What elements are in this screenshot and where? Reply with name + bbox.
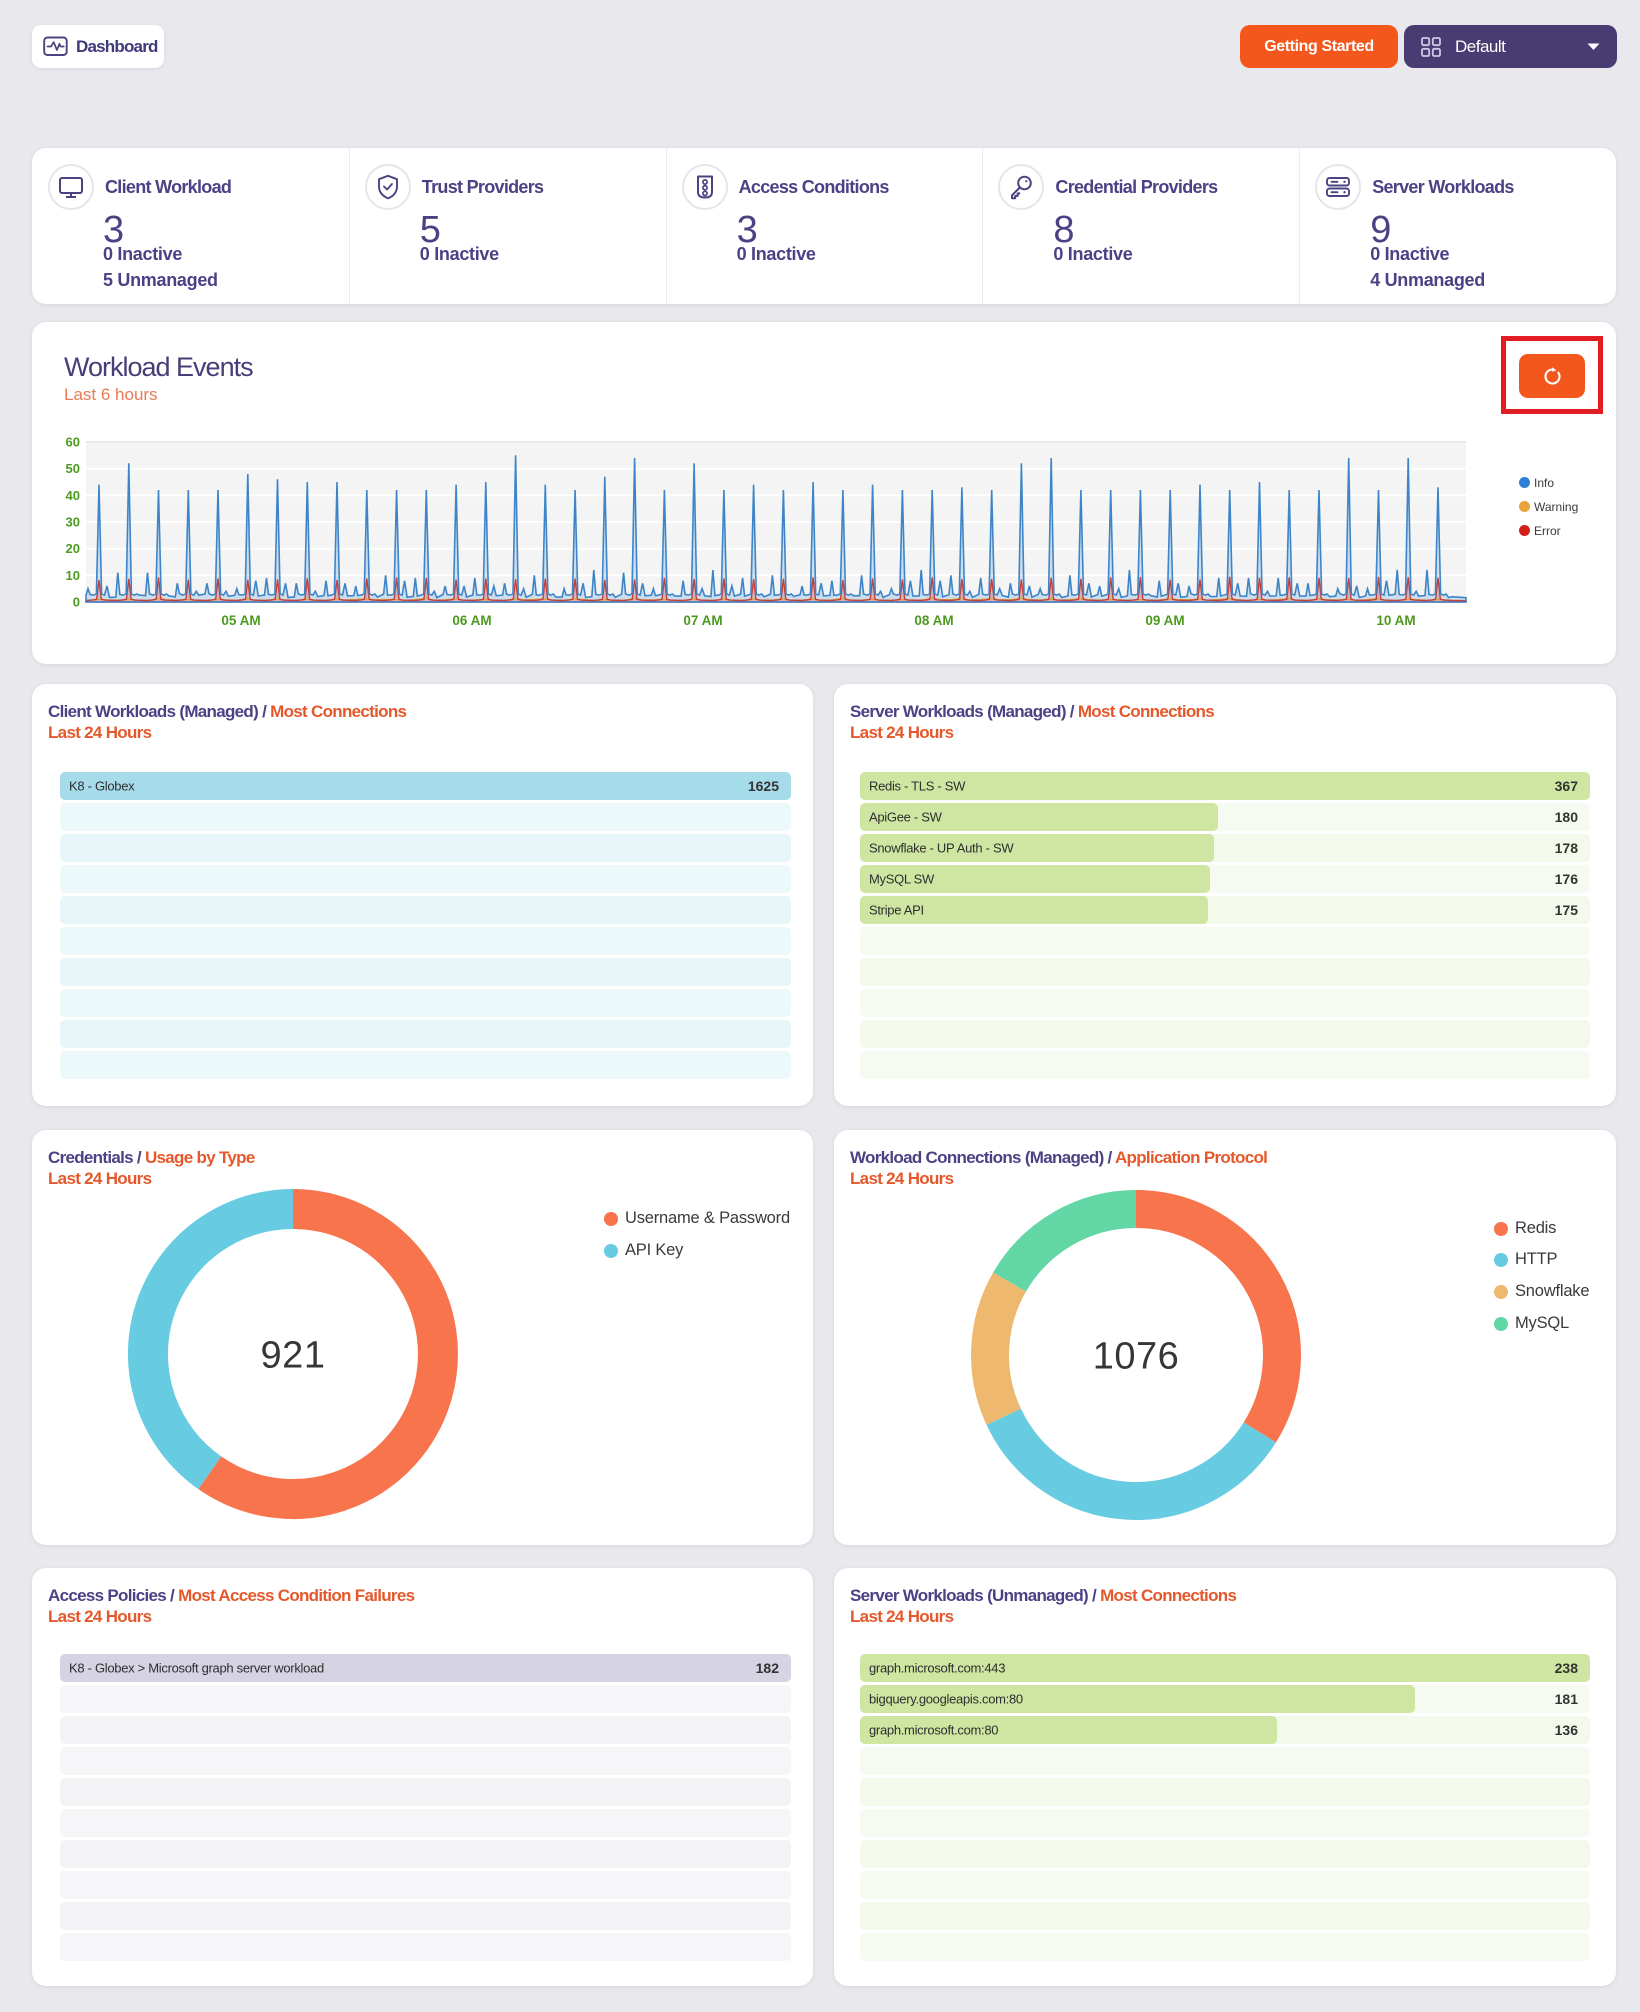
svg-text:30: 30 [66, 515, 80, 530]
svg-text:60: 60 [66, 435, 80, 450]
svg-text:09 AM: 09 AM [1145, 613, 1184, 628]
svg-text:07 AM: 07 AM [683, 613, 722, 628]
svg-text:10: 10 [66, 568, 80, 583]
svg-text:40: 40 [66, 488, 80, 503]
svg-text:20: 20 [66, 541, 80, 556]
svg-text:08 AM: 08 AM [914, 613, 953, 628]
svg-text:0: 0 [73, 595, 80, 610]
svg-text:05 AM: 05 AM [221, 613, 260, 628]
svg-text:06 AM: 06 AM [452, 613, 491, 628]
svg-text:50: 50 [66, 461, 80, 476]
svg-text:10 AM: 10 AM [1376, 613, 1415, 628]
